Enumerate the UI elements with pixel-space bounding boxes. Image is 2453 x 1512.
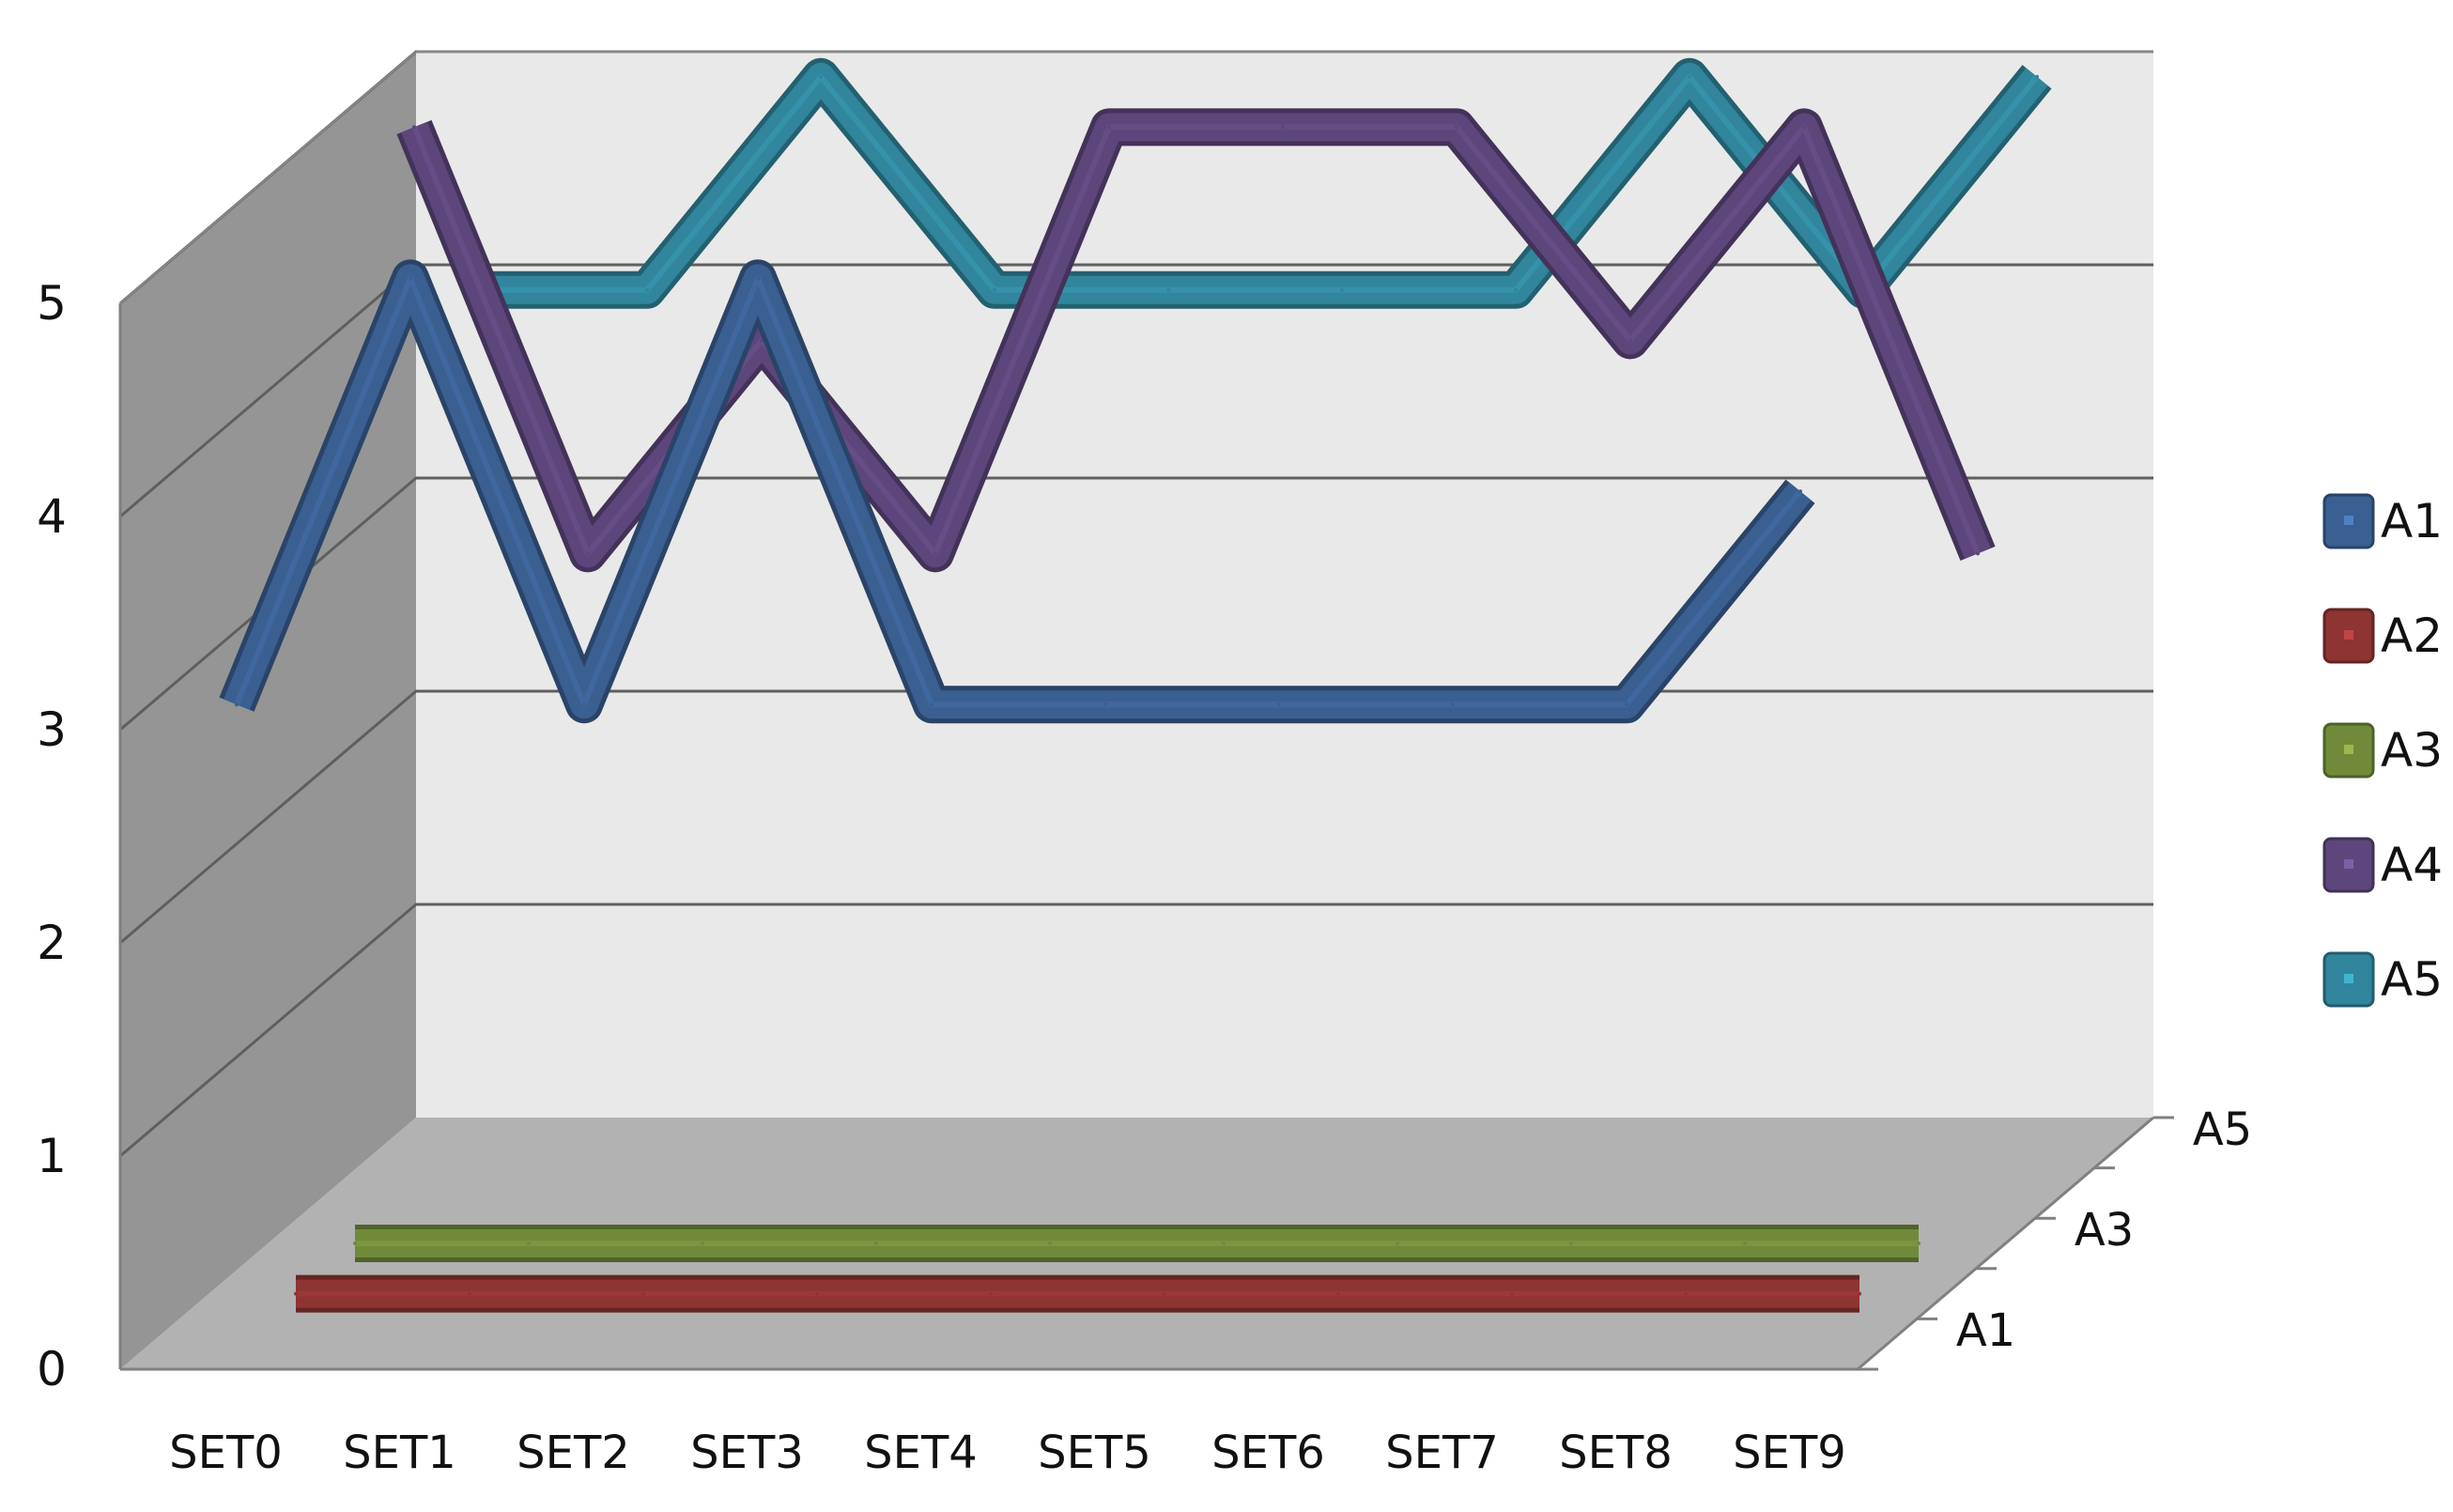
y-tick-label: 3	[37, 702, 67, 757]
data-point	[1625, 702, 1628, 707]
legend-label: A4	[2381, 838, 2443, 892]
data-point	[582, 702, 586, 707]
data-point	[756, 276, 760, 281]
data-point	[930, 702, 933, 707]
y-tick-label: 0	[37, 1342, 67, 1396]
data-point	[874, 1242, 878, 1245]
legend-item-A1: A1	[2322, 493, 2443, 549]
data-point	[1166, 287, 1170, 292]
data-point	[1451, 702, 1455, 707]
data-point	[1688, 74, 1691, 79]
y-tick-label: 1	[37, 1129, 67, 1183]
legend-swatch-marker	[2344, 974, 2353, 983]
depth-tick-label: A1	[1956, 1304, 2015, 1357]
legend-swatch-marker	[2344, 630, 2353, 640]
data-point	[1163, 1291, 1166, 1296]
data-point	[1222, 1242, 1226, 1245]
x-axis: SET0 SET1 SET2 SET3 SET4 SET5 SET6 SET7 SET8 SET9	[169, 1427, 1846, 1479]
x-tick-label: SET9	[1733, 1427, 1846, 1479]
legend-swatch-marker	[2344, 745, 2353, 754]
data-point	[1628, 338, 1632, 343]
x-tick-label: SET8	[1559, 1427, 1673, 1479]
data-point	[1514, 287, 1518, 292]
data-point	[294, 1291, 298, 1296]
data-point	[1684, 1291, 1688, 1296]
legend-item-A5: A5	[2322, 951, 2443, 1008]
data-point	[1743, 1242, 1747, 1245]
data-point	[641, 1291, 645, 1296]
series-line-highlight	[234, 275, 1803, 708]
data-point	[412, 125, 416, 130]
data-point	[993, 287, 996, 292]
data-point	[353, 1242, 357, 1245]
legend: A1 A2 A3 A4 A5	[2322, 493, 2443, 1008]
back-wall	[416, 52, 2153, 1118]
data-point	[1802, 125, 1806, 130]
data-point	[409, 276, 412, 281]
data-point	[1569, 1242, 1573, 1245]
series-A1	[219, 259, 1815, 724]
depth-tick-label: A3	[2075, 1204, 2134, 1257]
data-point	[819, 74, 823, 79]
x-tick-label: SET5	[1038, 1427, 1151, 1479]
data-point	[527, 1242, 531, 1245]
data-point	[2035, 74, 2039, 79]
data-point	[586, 551, 590, 556]
data-point	[1455, 125, 1458, 130]
side-top-edge	[119, 51, 417, 304]
y-axis: 0 1 2 3 4 5	[37, 276, 67, 1396]
x-tick-label: SET3	[690, 1427, 804, 1479]
data-point	[1798, 489, 1802, 494]
side-wall	[120, 52, 416, 1369]
x-tick-label: SET0	[169, 1427, 283, 1479]
data-point	[815, 1291, 819, 1296]
legend-label: A5	[2381, 952, 2443, 1007]
x-tick-label: SET2	[517, 1427, 630, 1479]
data-point	[1340, 287, 1344, 292]
series-A3	[353, 1225, 1921, 1262]
data-point	[1277, 702, 1281, 707]
depth-tick-label: A5	[2193, 1103, 2252, 1156]
data-point	[989, 1291, 993, 1296]
y-tick-label: 4	[37, 489, 67, 544]
series-layer	[219, 57, 2052, 1313]
legend-label: A1	[2381, 494, 2443, 548]
x-tick-label: SET6	[1211, 1427, 1325, 1479]
gridline	[119, 476, 2153, 732]
data-point	[1048, 1242, 1052, 1245]
legend-item-A3: A3	[2322, 722, 2443, 779]
x-tick-label: SET4	[864, 1427, 978, 1479]
x-tick-label: SET7	[1385, 1427, 1499, 1479]
depth-axis-line	[1857, 1116, 2154, 1371]
data-point	[645, 287, 649, 292]
legend-label: A2	[2381, 609, 2443, 663]
data-point	[1976, 551, 1980, 556]
legend-item-A2: A2	[2322, 608, 2443, 664]
legend-swatch-marker	[2344, 859, 2353, 869]
data-point	[1107, 125, 1111, 130]
data-point	[1858, 1291, 1861, 1296]
data-point	[235, 702, 239, 707]
data-point	[1103, 702, 1107, 707]
gridline	[119, 903, 2153, 1158]
depth-axis: A1 A3 A5	[1857, 1103, 2252, 1371]
data-point	[1917, 1242, 1921, 1245]
x-tick-label: SET1	[343, 1427, 456, 1479]
data-point	[1510, 1291, 1514, 1296]
legend-item-A4: A4	[2322, 837, 2443, 893]
series-A2	[294, 1274, 1861, 1313]
data-point	[1281, 125, 1285, 130]
data-point	[1396, 1242, 1399, 1245]
data-point	[468, 1291, 471, 1296]
legend-label: A3	[2381, 723, 2443, 778]
y-tick-label: 5	[37, 276, 67, 331]
y-tick-label: 2	[37, 916, 67, 970]
data-point	[933, 551, 937, 556]
data-point	[701, 1242, 704, 1245]
legend-swatch-marker	[2344, 516, 2353, 525]
data-point	[1336, 1291, 1340, 1296]
